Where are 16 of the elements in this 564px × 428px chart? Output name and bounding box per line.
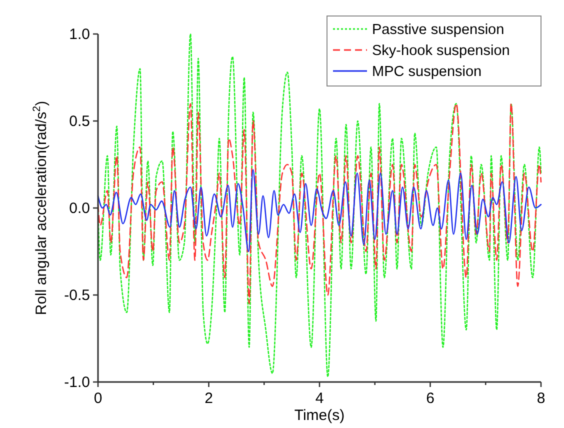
y-tick-label: 1.0	[69, 26, 90, 43]
y-tick-label: 0.0	[69, 200, 90, 217]
x-axis-title: Time(s)	[294, 407, 345, 424]
legend-label: MPC suspension	[372, 64, 482, 80]
x-tick-label: 4	[315, 390, 324, 407]
line-series	[97, 169, 542, 252]
y-tick-label: -0.5	[64, 287, 90, 304]
x-tick-label: 6	[426, 390, 434, 407]
y-tick-label: 0.5	[69, 113, 90, 130]
legend-label: Sky-hook suspension	[372, 43, 510, 59]
x-tick-label: 0	[94, 390, 102, 407]
x-tick-label: 8	[536, 390, 546, 407]
x-tick-label: 2	[204, 390, 213, 407]
y-tick-label: -1.0	[64, 374, 90, 391]
legend-label: Passtive suspension	[372, 22, 504, 38]
line-series	[97, 102, 542, 304]
